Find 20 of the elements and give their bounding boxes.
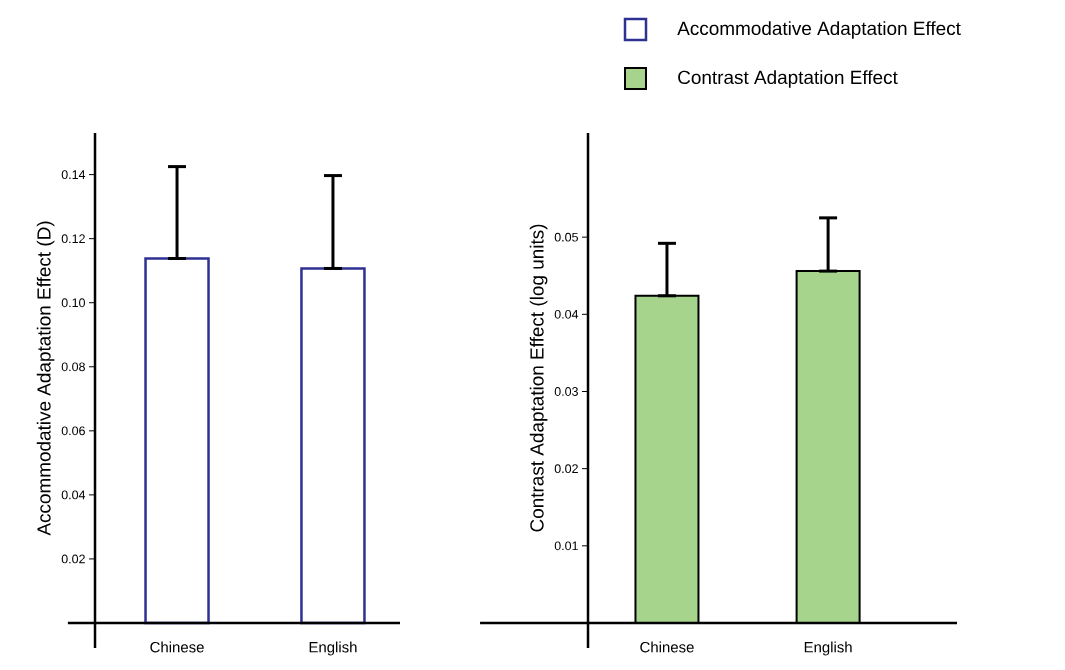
legend-label: Accommodative Adaptation Effect (677, 21, 961, 39)
y-tick-label: 0.04 (61, 490, 86, 500)
y-tick-label: 0.01 (554, 541, 578, 551)
y-tick-label: 0.02 (61, 554, 85, 564)
y-tick-label: 0.05 (554, 232, 578, 242)
y-axis-title: Contrast Adaptation Effect (log units) (529, 224, 548, 532)
y-tick-label: 0.10 (61, 298, 85, 308)
x-tick-label: Chinese (150, 641, 204, 653)
y-tick-label: 0.14 (61, 170, 86, 180)
y-tick-label: 0.06 (61, 426, 85, 436)
y-tick-label: 0.12 (61, 234, 85, 244)
x-tick-label: Chinese (640, 641, 694, 653)
x-tick-label: English (804, 641, 852, 656)
y-tick-label: 0.08 (61, 362, 85, 372)
y-tick-label: 0.02 (554, 464, 578, 474)
legend-label: Contrast Adaptation Effect (678, 70, 898, 88)
y-tick-label: 0.04 (554, 309, 579, 319)
x-tick-label: English (309, 641, 357, 656)
y-tick-label: 0.03 (554, 387, 578, 396)
y-axis-title: Accommodative Adaptation Effect (D) (36, 221, 55, 536)
